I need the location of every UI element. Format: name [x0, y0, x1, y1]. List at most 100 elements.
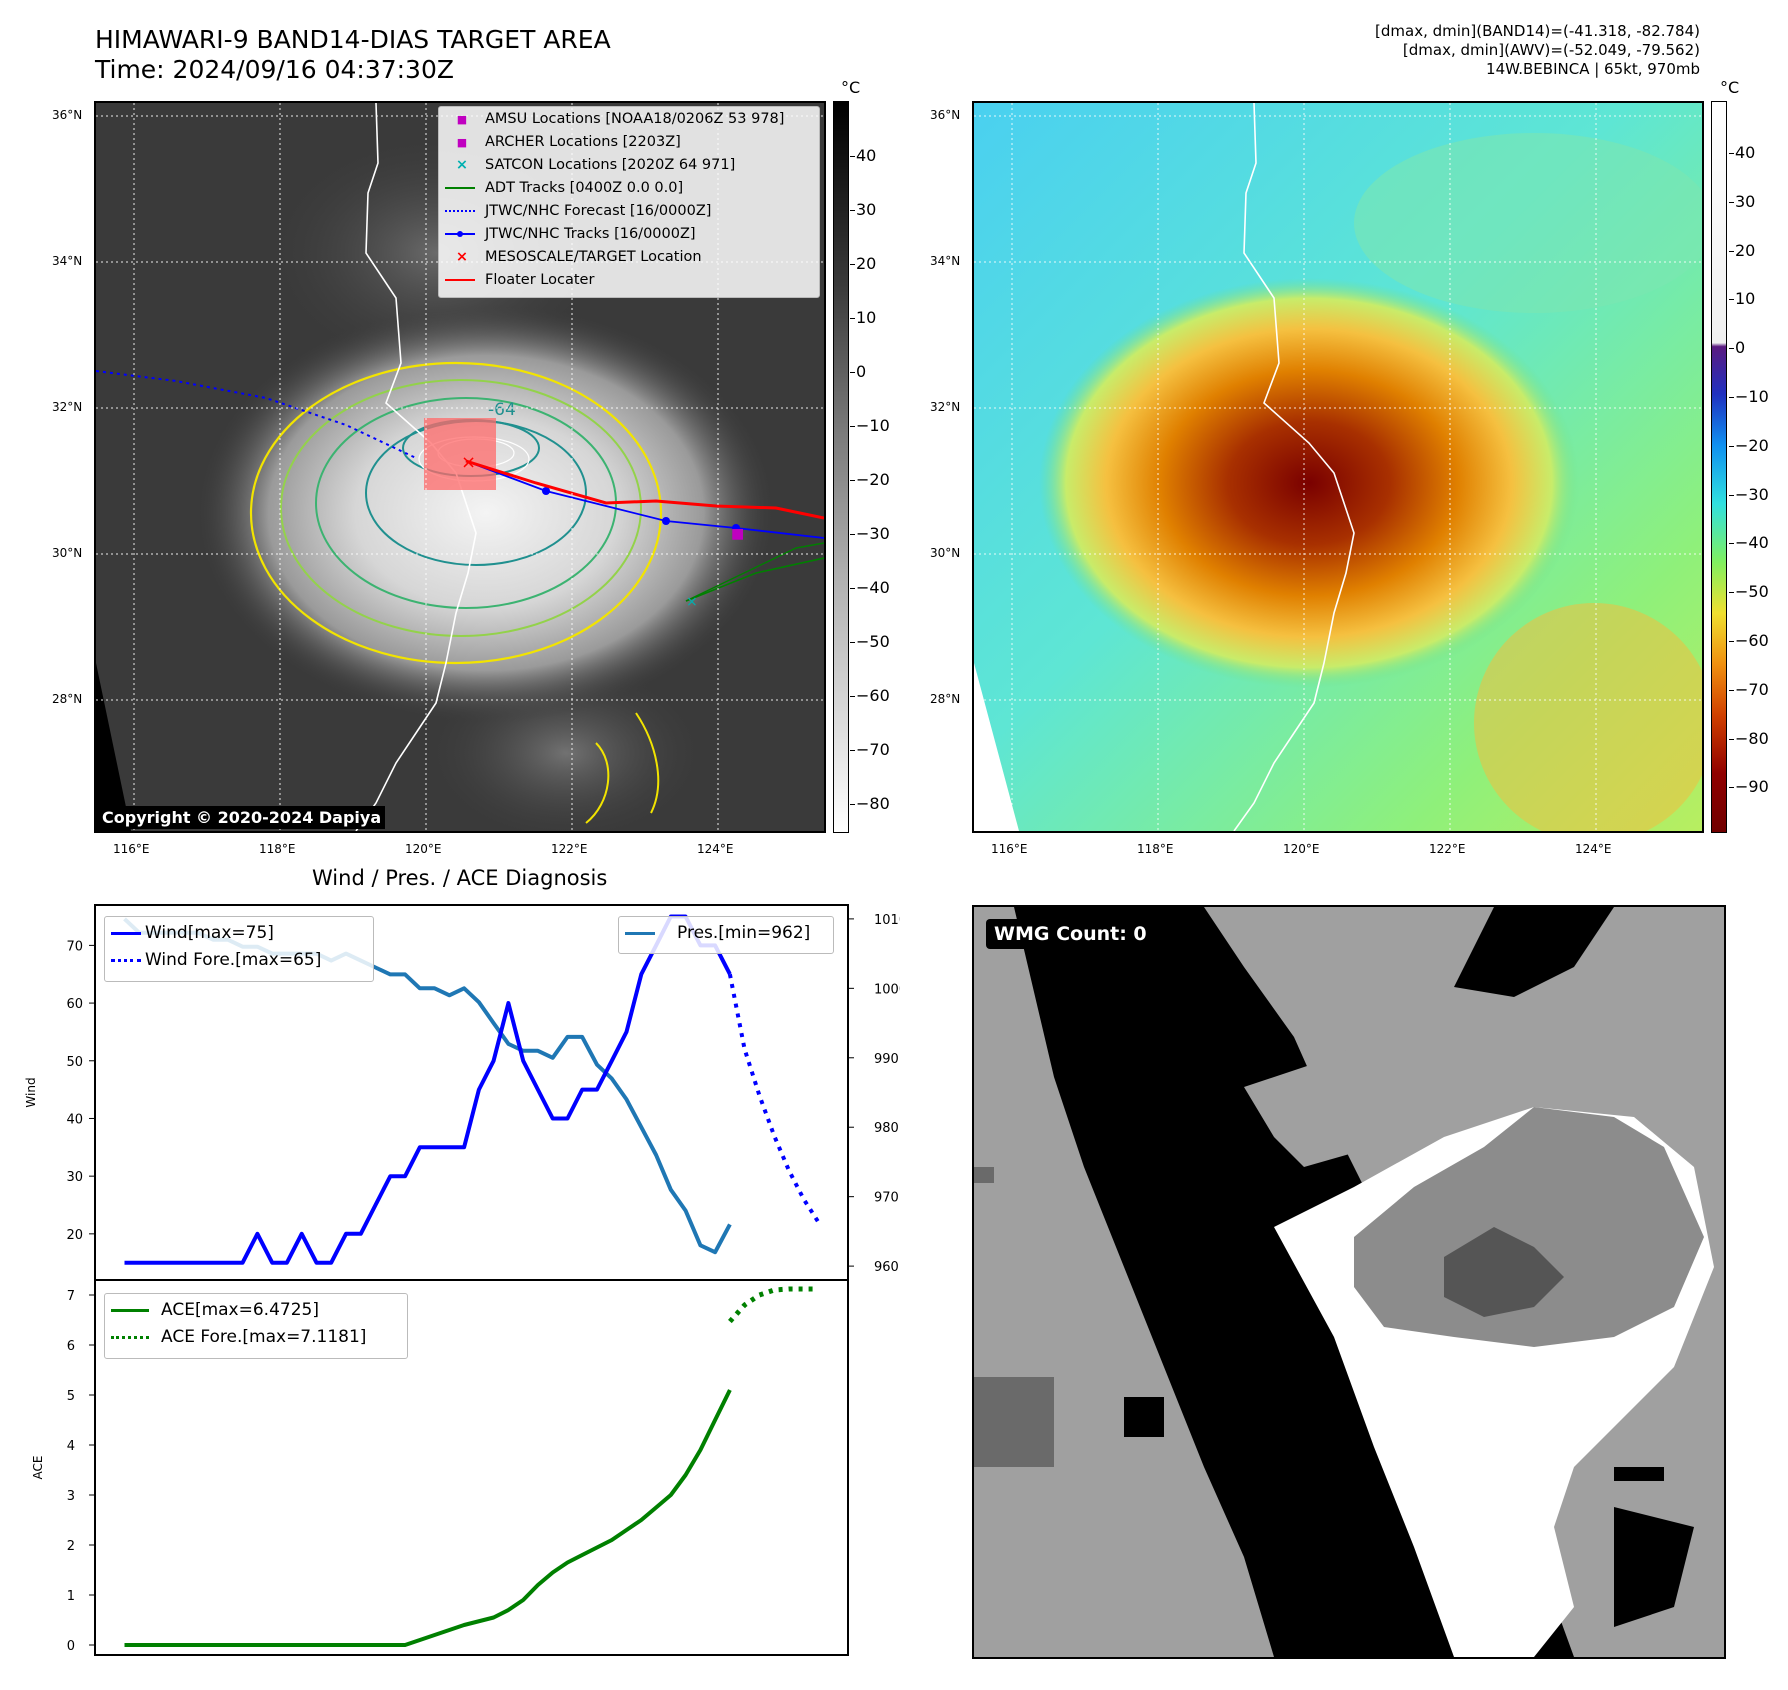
pressure-tick-label: 980 — [874, 1121, 899, 1136]
dmax-awv: [dmax, dmin](AWV)=(-52.049, -79.562) — [1402, 41, 1700, 59]
storm-info: [dmax, dmin](BAND14)=(-41.318, -82.784) … — [1375, 22, 1700, 79]
pressure-tick-label: 1010 — [874, 913, 900, 928]
colorbar-tick-label: −80 — [1735, 728, 1769, 748]
colorbar-tick-mark — [850, 210, 855, 211]
wind-tick-label: 60 — [66, 997, 83, 1012]
colorbar-tick-label: 10 — [1735, 289, 1756, 309]
square-marker-icon: ■ — [456, 113, 468, 126]
map-legend: ■ AMSU Locations [NOAA18/0206Z 53 978] ■ A… — [438, 106, 820, 298]
solid-line-icon — [105, 923, 145, 943]
legend-jtwc-forecast: JTWC/NHC Forecast [16/0000Z] — [439, 203, 711, 219]
ir-lon-label: 122°E — [551, 842, 588, 856]
ace-tick-label: 3 — [67, 1489, 75, 1504]
title-line-1: HIMAWARI-9 BAND14-DIAS TARGET AREA — [95, 25, 611, 54]
wind-series-line — [124, 914, 732, 1265]
colorbar-tick-label: −70 — [856, 740, 890, 759]
wind-tick-label: 20 — [66, 1228, 83, 1243]
colorbar-tick-mark — [850, 426, 855, 427]
storm-name: 14W.BEBINCA | 65kt, 970mb — [1486, 60, 1700, 78]
ace-series-line — [124, 1389, 732, 1647]
wv-map-image — [974, 103, 1702, 831]
ir-lat-label: 36°N — [52, 108, 83, 122]
x-marker-icon: × — [455, 249, 469, 265]
colorbar-tick-label: 20 — [1735, 240, 1756, 260]
ace-tick-label: 1 — [67, 1589, 75, 1604]
legend-adt: ADT Tracks [0400Z 0.0 0.0] — [439, 180, 683, 196]
wv-lat-label: 28°N — [930, 692, 961, 706]
ir-colorbar-ticks: 40 30 20 10 0 −10 −20 −30 −40 −50 −60 −70 −80 — [850, 0, 912, 900]
wv-lat-label: 36°N — [930, 108, 961, 122]
colorbar-tick-label: 0 — [856, 362, 867, 381]
solid-line-icon — [619, 923, 677, 943]
line-dot-icon — [439, 226, 485, 242]
colorbar-tick-label: −20 — [856, 470, 890, 489]
solid-line-icon — [105, 1300, 161, 1320]
diagnosis-chart: 70 60 50 40 30 20 1010 1000 990 980 970 960 7 6 5 4 3 2 1 0… — [24, 904, 900, 1656]
colorbar-tick-mark — [1729, 787, 1734, 789]
wv-colorbar-ticks: 40 30 20 10 0 −10 −20 −30 −40 −50 −60 −70 −80 −90 — [1729, 0, 1781, 900]
ir-lon-label: 124°E — [697, 842, 734, 856]
title-line-2: Time: 2024/09/16 04:37:30Z — [95, 55, 454, 84]
wind-tick-label: 40 — [66, 1112, 83, 1127]
ir-lon-label: 120°E — [405, 842, 442, 856]
wind-forecast-series-line — [727, 973, 821, 1224]
square-marker-icon: ■ — [456, 136, 468, 149]
colorbar-tick-label: −60 — [856, 686, 890, 705]
colorbar-tick-mark — [1729, 641, 1734, 642]
colorbar-tick-mark — [850, 804, 855, 805]
colorbar-tick-mark — [1729, 592, 1734, 594]
colorbar-tick-mark — [850, 534, 855, 535]
ace-tick-label: 4 — [67, 1439, 75, 1454]
wmg-count-label: WMG Count: 0 — [986, 919, 1155, 949]
wv-lon-label: 118°E — [1137, 842, 1174, 856]
contour-label: -64 — [488, 400, 516, 420]
pres-legend: Pres.[min=962] — [618, 916, 834, 954]
ir-lat-label: 30°N — [52, 546, 83, 560]
line-marker-icon — [439, 272, 485, 288]
wind-legend: Wind[max=75] Wind Fore.[max=65] — [104, 916, 374, 982]
colorbar-tick-label: 20 — [856, 254, 877, 273]
wv-lon-label: 122°E — [1429, 842, 1466, 856]
legend-jtwc-tracks: JTWC/NHC Tracks [16/0000Z] — [439, 226, 696, 242]
wv-map-panel — [972, 101, 1704, 833]
x-marker-icon: × — [455, 157, 469, 173]
colorbar-tick-label: −90 — [1735, 777, 1769, 797]
wind-tick-label: 50 — [66, 1055, 83, 1070]
colorbar-tick-mark — [1729, 250, 1734, 252]
colorbar-tick-label: −10 — [1735, 387, 1769, 406]
colorbar-tick-mark — [1729, 348, 1734, 350]
ir-lon-label: 118°E — [259, 842, 296, 856]
colorbar-tick-label: 30 — [1735, 191, 1756, 211]
colorbar-tick-mark — [1729, 494, 1734, 496]
colorbar-tick-label: 0 — [1735, 338, 1746, 358]
colorbar-tick-label: −40 — [856, 578, 890, 597]
dotted-line-icon — [105, 1327, 161, 1347]
wv-lat-label: 32°N — [930, 400, 961, 414]
wv-colorbar-unit: °C — [1720, 78, 1740, 97]
pressure-tick-label: 1000 — [874, 982, 900, 997]
ace-axis-label: ACE — [31, 1456, 45, 1480]
wmg-panel: WMG Count: 0 — [972, 905, 1726, 1659]
wv-lon-label: 124°E — [1575, 842, 1612, 856]
figure-title: HIMAWARI-9 BAND14-DIAS TARGET AREA Time:… — [95, 25, 611, 85]
colorbar-tick-label: 30 — [856, 200, 877, 219]
colorbar-tick-label: −70 — [1735, 679, 1769, 699]
colorbar-tick-label: −40 — [1735, 533, 1769, 553]
wind-fore-legend-label: Wind Fore.[max=65] — [145, 950, 322, 970]
ace-tick-label: 2 — [67, 1539, 75, 1554]
colorbar-tick-mark — [850, 480, 855, 481]
colorbar-tick-label: −30 — [1735, 484, 1769, 504]
colorbar-tick-mark — [1729, 738, 1734, 740]
wv-lat-label: 34°N — [930, 254, 961, 268]
colorbar-tick-mark — [1729, 689, 1734, 691]
line-marker-icon — [439, 180, 485, 196]
colorbar-tick-label: −60 — [1735, 631, 1769, 650]
colorbar-tick-label: −50 — [1735, 582, 1769, 602]
colorbar-tick-mark — [1729, 543, 1734, 545]
ace-tick-label: 7 — [67, 1289, 75, 1304]
diagnosis-title: Wind / Pres. / ACE Diagnosis — [312, 866, 608, 890]
legend-satcon: × SATCON Locations [2020Z 64 971] — [439, 157, 735, 173]
target-box — [424, 418, 496, 490]
legend-mesoscale: × MESOSCALE/TARGET Location — [439, 249, 702, 265]
colorbar-tick-mark — [1729, 397, 1734, 398]
